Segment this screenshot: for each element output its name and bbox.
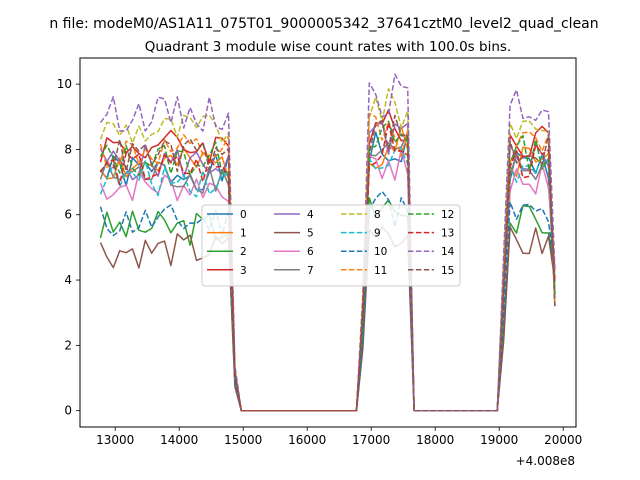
series-line-12 — [99, 120, 556, 412]
y-tick-label-8: 8 — [64, 142, 72, 156]
x-tick-label-16000: 16000 — [288, 433, 326, 447]
legend-label-4: 4 — [307, 209, 314, 221]
legend-box — [201, 204, 461, 287]
plot-frame — [79, 57, 577, 428]
chart-title: Quadrant 3 module wise count rates with … — [145, 39, 511, 55]
legend-label-10: 10 — [374, 246, 387, 258]
legend-label-14: 14 — [441, 246, 455, 258]
y-tick-label-4: 4 — [64, 273, 72, 287]
legend-label-15: 15 — [441, 265, 454, 277]
x-tick-label-15000: 15000 — [224, 433, 262, 447]
chart-suptitle: n file: modeM0/AS1A11_075T01_9000005342_… — [49, 16, 598, 32]
x-tick-label-19000: 19000 — [480, 433, 518, 447]
legend-label-11: 11 — [374, 265, 387, 277]
series-line-15 — [99, 114, 556, 412]
legend-label-1: 1 — [240, 228, 247, 240]
legend-label-0: 0 — [240, 209, 247, 221]
legend-label-6: 6 — [307, 246, 314, 258]
y-tick-label-6: 6 — [64, 208, 72, 222]
legend-label-7: 7 — [307, 265, 314, 277]
y-tick-label-0: 0 — [64, 404, 72, 418]
y-tick-label-10: 10 — [57, 77, 72, 91]
x-axis: 13000 14000 15000 16000 17000 18000 19000 20000 — [96, 427, 582, 447]
legend-label-13: 13 — [441, 228, 454, 240]
series-layer — [99, 73, 556, 412]
x-offset-label: +4.008e8 — [516, 454, 575, 468]
legend-label-2: 2 — [240, 246, 247, 258]
x-tick-label-17000: 17000 — [352, 433, 390, 447]
legend-label-8: 8 — [374, 209, 381, 221]
legend-label-9: 9 — [374, 228, 381, 240]
x-tick-label-13000: 13000 — [96, 433, 134, 447]
legend-label-12: 12 — [441, 209, 454, 221]
x-tick-label-14000: 14000 — [160, 433, 198, 447]
x-tick-label-20000: 20000 — [544, 433, 582, 447]
series-line-10 — [99, 190, 556, 412]
y-tick-label-2: 2 — [64, 338, 72, 352]
legend-label-3: 3 — [240, 265, 247, 277]
legend-label-5: 5 — [307, 228, 314, 240]
x-tick-label-18000: 18000 — [416, 433, 454, 447]
y-axis: 0 2 4 6 8 10 — [57, 77, 80, 418]
